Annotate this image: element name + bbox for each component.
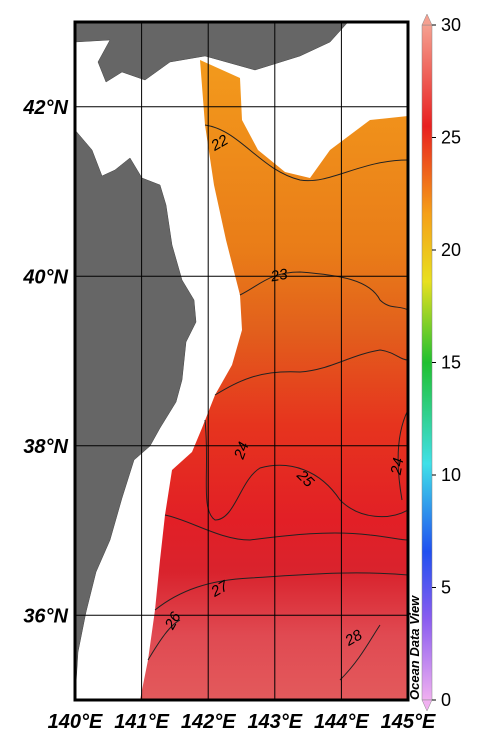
x-tick-label: 145°E	[381, 711, 436, 733]
y-tick-label: 40°N	[22, 266, 68, 288]
x-tick-label: 144°E	[314, 711, 369, 733]
contour-label: 27	[207, 577, 231, 601]
x-tick-label: 140°E	[48, 711, 103, 733]
contour-label: 24	[231, 440, 253, 462]
x-tick-label: 143°E	[247, 711, 302, 733]
colorbar-arrow	[421, 699, 433, 712]
land	[75, 129, 197, 700]
contour-label: 24	[388, 457, 408, 477]
x-tick-label: 141°E	[114, 711, 169, 733]
colorbar-arrow	[421, 13, 433, 26]
colorbar-label: 5	[441, 578, 451, 598]
colorbar-label: 30	[441, 15, 461, 35]
frame	[73, 20, 410, 702]
colorbar-label: 15	[441, 353, 461, 373]
contours	[147, 124, 408, 681]
watermark: Ocean Data View	[407, 595, 422, 700]
y-tick-label: 36°N	[23, 605, 68, 627]
colorbar-label: 0	[441, 690, 451, 710]
x-tick-label: 142°E	[181, 711, 236, 733]
y-tick-label: 42°N	[22, 97, 68, 119]
contour-label: 22	[207, 131, 231, 155]
contour-label: 26	[161, 609, 185, 633]
colorbar	[421, 24, 433, 701]
colorbar-label: 10	[441, 465, 461, 485]
colorbar-label: 20	[441, 240, 461, 260]
land	[75, 22, 349, 83]
map-area	[75, 22, 408, 700]
colorbar-label: 25	[441, 128, 461, 148]
y-tick-label: 38°N	[23, 436, 68, 458]
contour-label: 28	[341, 626, 365, 650]
contour-label: 23	[269, 266, 290, 286]
